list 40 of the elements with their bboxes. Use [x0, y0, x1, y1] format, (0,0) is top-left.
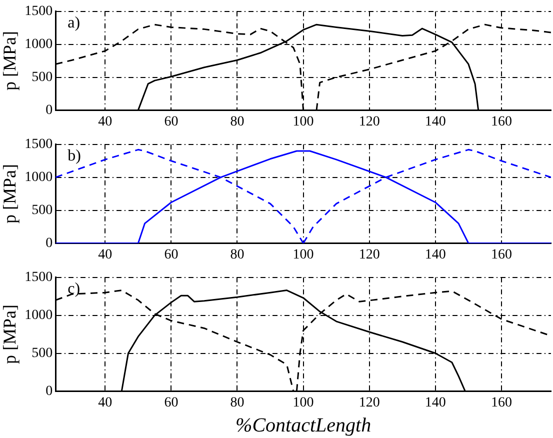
y-tick-label: 500 [32, 202, 53, 218]
y-tick-label: 0 [46, 236, 53, 251]
x-tick-label: 40 [98, 395, 112, 410]
x-tick-label: 120 [358, 395, 380, 410]
y-tick-label: 1000 [24, 170, 53, 186]
x-tick-label: 160 [490, 114, 512, 130]
x-tick-label: 100 [292, 395, 314, 410]
y-tick-label: 1500 [24, 4, 53, 20]
x-tick-label: 100 [292, 114, 314, 130]
x-tick-label: 160 [490, 247, 512, 262]
x-tick-label: 160 [490, 395, 512, 410]
y-tick-label: 500 [32, 346, 53, 361]
x-tick-label: 140 [424, 247, 446, 262]
y-axis-title: p [MPa] [0, 304, 20, 364]
annotation: c) [68, 280, 80, 298]
x-axis-title: %ContactLength [236, 414, 372, 436]
x-tick-label: 80 [230, 395, 244, 410]
y-tick-label: 0 [46, 384, 53, 399]
x-tick-label: 40 [98, 247, 112, 262]
y-tick-label: 1000 [24, 37, 53, 52]
x-tick-label: 140 [424, 395, 446, 410]
y-axis-title: p [MPa] [0, 31, 20, 91]
x-tick-label: 140 [424, 114, 446, 130]
x-tick-label: 120 [358, 247, 380, 262]
x-tick-label: 40 [98, 114, 112, 130]
annotation: a) [68, 14, 80, 32]
x-tick-label: 120 [358, 114, 380, 130]
y-axis-title: p [MPa] [0, 164, 20, 224]
y-tick-label: 0 [46, 102, 53, 118]
y-tick-label: 1500 [24, 270, 53, 286]
x-tick-label: 80 [230, 114, 244, 130]
y-tick-label: 500 [32, 70, 53, 85]
y-tick-label: 1000 [24, 308, 53, 324]
x-tick-label: 60 [164, 114, 178, 130]
x-tick-label: 60 [164, 247, 178, 262]
x-tick-label: 80 [230, 247, 244, 262]
y-tick-label: 1500 [24, 137, 53, 152]
annotation: b) [68, 148, 81, 165]
x-tick-label: 100 [292, 247, 314, 262]
x-tick-label: 60 [164, 395, 178, 410]
